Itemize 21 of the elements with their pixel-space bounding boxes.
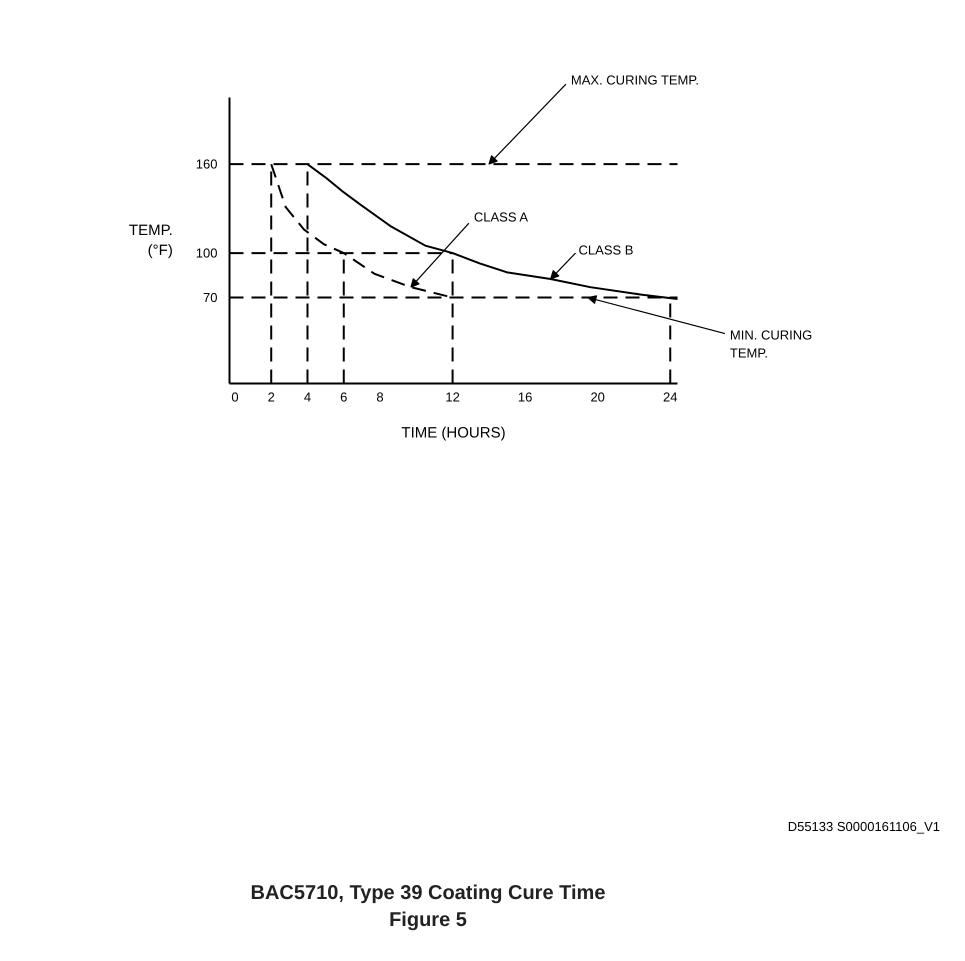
- text: D55133 S0000161106_V1: [788, 818, 940, 836]
- x-tick-label: 6: [340, 390, 348, 404]
- x-tick-label: 0: [231, 390, 239, 404]
- ref-line-label: MAX. CURING TEMP.: [570, 72, 699, 88]
- x-tick-label: 2: [268, 390, 275, 404]
- x-tick-label: 24: [663, 390, 678, 404]
- x-tick-label: 16: [518, 390, 532, 404]
- x-tick-label: 12: [445, 390, 460, 404]
- x-axis-title: TIME (HOURS): [401, 424, 506, 442]
- ref-line-label: MIN. CURING TEMP.: [730, 328, 812, 361]
- text: Figure 5: [388, 908, 468, 933]
- y-axis-title: TEMP. (°F): [128, 222, 173, 260]
- y-tick-label: 70: [203, 290, 218, 306]
- x-tick-label: 4: [304, 390, 312, 404]
- text: BAC5710, Type 39 Coating Cure Time: [250, 881, 606, 906]
- text: CLASS B: [578, 242, 634, 258]
- y-tick-label: 160: [196, 156, 218, 172]
- x-tick-label: 8: [376, 390, 384, 404]
- y-tick-label: 100: [196, 246, 218, 261]
- x-tick-label: 20: [590, 390, 605, 404]
- text: CLASS A: [474, 210, 528, 225]
